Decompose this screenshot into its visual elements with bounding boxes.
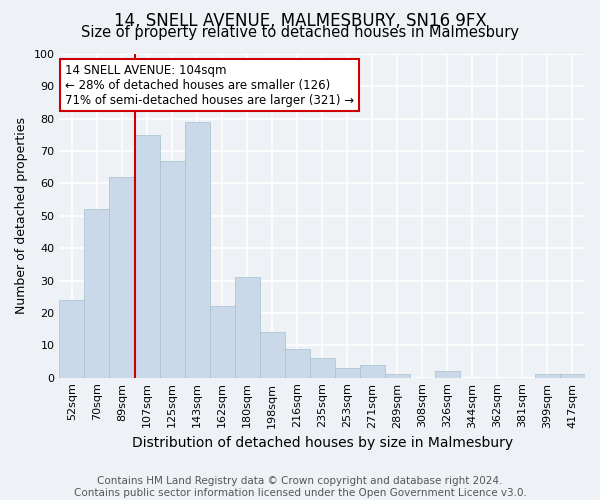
Bar bbox=[335, 368, 360, 378]
Bar bbox=[385, 374, 410, 378]
Bar bbox=[209, 306, 235, 378]
Bar bbox=[435, 371, 460, 378]
Bar bbox=[310, 358, 335, 378]
Bar bbox=[160, 161, 185, 378]
Bar bbox=[59, 300, 85, 378]
Text: Size of property relative to detached houses in Malmesbury: Size of property relative to detached ho… bbox=[81, 25, 519, 40]
Bar bbox=[85, 210, 109, 378]
Y-axis label: Number of detached properties: Number of detached properties bbox=[15, 118, 28, 314]
Bar bbox=[134, 135, 160, 378]
Bar bbox=[284, 348, 310, 378]
Bar bbox=[109, 177, 134, 378]
Bar bbox=[560, 374, 585, 378]
Text: 14 SNELL AVENUE: 104sqm
← 28% of detached houses are smaller (126)
71% of semi-d: 14 SNELL AVENUE: 104sqm ← 28% of detache… bbox=[65, 64, 354, 106]
X-axis label: Distribution of detached houses by size in Malmesbury: Distribution of detached houses by size … bbox=[131, 436, 513, 450]
Bar bbox=[185, 122, 209, 378]
Bar bbox=[535, 374, 560, 378]
Bar bbox=[235, 278, 260, 378]
Text: 14, SNELL AVENUE, MALMESBURY, SN16 9FX: 14, SNELL AVENUE, MALMESBURY, SN16 9FX bbox=[113, 12, 487, 30]
Text: Contains HM Land Registry data © Crown copyright and database right 2024.
Contai: Contains HM Land Registry data © Crown c… bbox=[74, 476, 526, 498]
Bar bbox=[360, 364, 385, 378]
Bar bbox=[260, 332, 284, 378]
